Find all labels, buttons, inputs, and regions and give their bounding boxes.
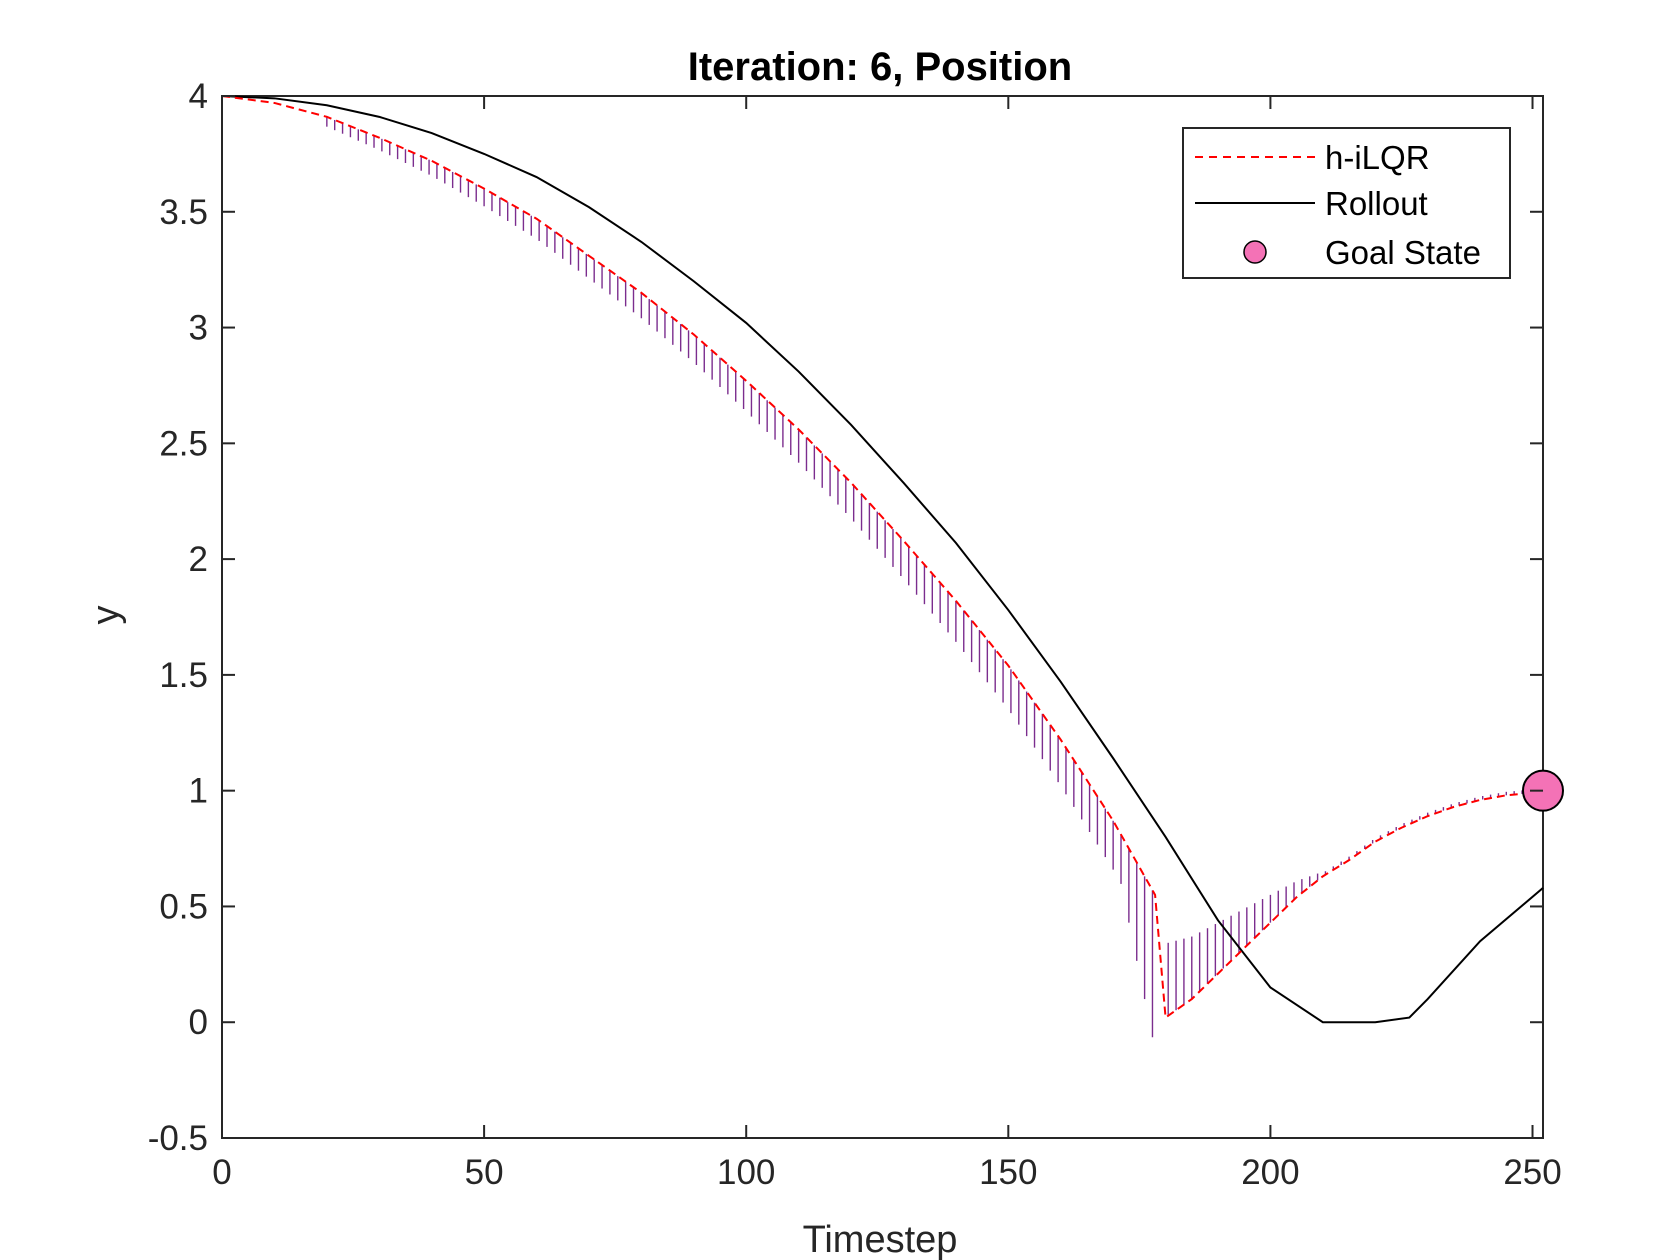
series-rollout-line	[221, 95, 1544, 1024]
y-tick-label: -0.5	[148, 1119, 208, 1158]
plot-area	[221, 95, 1564, 1139]
y-axis-label: y	[85, 606, 127, 625]
x-tick-label: 100	[717, 1153, 775, 1192]
y-tick-label: 2	[189, 540, 208, 579]
chart-title: Iteration: 6, Position	[688, 45, 1072, 89]
axes-box	[221, 95, 1544, 1139]
y-tick-label: 0	[189, 1003, 208, 1042]
y-tick-label: 1.5	[159, 656, 208, 695]
x-tick-label: 250	[1503, 1153, 1561, 1192]
legend-label-rollout: Rollout	[1325, 185, 1428, 222]
x-tick-label: 150	[979, 1153, 1037, 1192]
x-tick-label: 0	[212, 1153, 231, 1192]
y-tick-label: 3	[189, 309, 208, 348]
y-tick-label: 1	[189, 772, 208, 811]
x-tick-label: 200	[1241, 1153, 1299, 1192]
legend-label-h-ilqr: h-iLQR	[1325, 139, 1430, 176]
axis-ticks: 0 50 100 150 200 250-0.500.511.522.533.54	[148, 77, 1562, 1192]
legend-label-goal-state: Goal State	[1325, 234, 1481, 271]
x-tick-label: 50	[465, 1153, 504, 1192]
y-tick-label: 2.5	[159, 424, 208, 463]
y-tick-label: 4	[189, 77, 208, 116]
legend[interactable]: h-iLQR Rollout Goal State	[1182, 127, 1511, 279]
y-tick-label: 3.5	[159, 193, 208, 232]
x-axis-label: Timestep	[803, 1219, 958, 1260]
y-tick-label: 0.5	[159, 887, 208, 926]
legend-swatch-goal-state	[1243, 240, 1267, 264]
